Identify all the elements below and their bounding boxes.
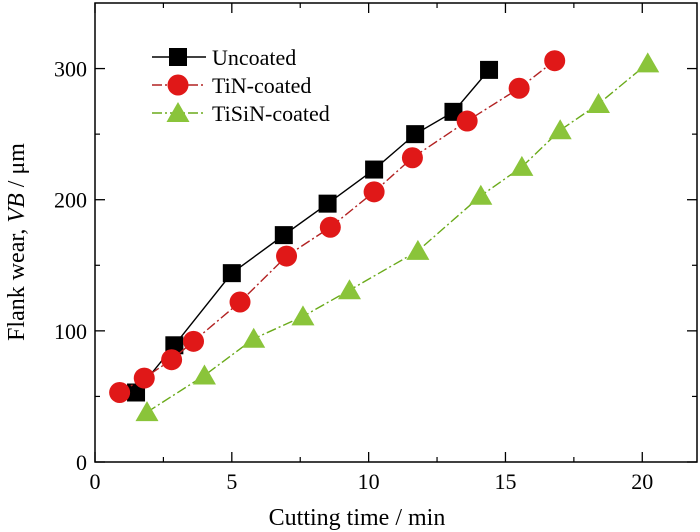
data-point-tin-coated — [401, 147, 423, 169]
data-point-uncoated — [480, 60, 499, 79]
x-axis-label: Cutting time / min — [269, 505, 446, 531]
data-point-tisin-coated — [337, 279, 361, 300]
data-point-tin-coated — [508, 77, 530, 99]
series-layer — [109, 50, 660, 422]
y-tick-label: 300 — [54, 57, 87, 82]
data-point-uncoated — [406, 125, 425, 144]
data-point-uncoated — [127, 383, 146, 402]
legend-marker — [169, 48, 187, 66]
y-axis-label: Flank wear, VB / μm — [4, 143, 30, 341]
y-tick-label: 0 — [76, 450, 87, 475]
data-point-tin-coated — [133, 367, 155, 389]
y-tick-label: 200 — [54, 188, 87, 213]
legend-label: TiSiN-coated — [212, 101, 330, 126]
x-tick-label: 15 — [494, 469, 516, 494]
data-point-tisin-coated — [406, 239, 430, 260]
legend-item-tisin-coated: TiSiN-coated — [152, 101, 330, 126]
data-point-uncoated — [222, 264, 241, 283]
data-point-tin-coated — [161, 349, 183, 371]
data-point-tin-coated — [544, 50, 566, 72]
plot-frame — [94, 2, 698, 463]
data-point-uncoated — [274, 226, 293, 245]
series-tin-coated — [109, 50, 566, 403]
x-tick-label: 10 — [358, 469, 380, 494]
y-axis-label-suffix: / μm — [4, 143, 30, 194]
legend-label: Uncoated — [212, 45, 296, 70]
data-point-tisin-coated — [548, 119, 572, 140]
data-point-tisin-coated — [291, 305, 315, 326]
data-point-uncoated — [318, 194, 337, 213]
plot-border — [94, 2, 698, 463]
data-point-uncoated — [365, 160, 384, 179]
series-tisin-coated — [135, 52, 660, 422]
y-axis-label-italic: VB — [4, 193, 30, 223]
data-point-tin-coated — [229, 291, 251, 313]
data-point-tin-coated — [319, 216, 341, 238]
x-tick-label: 0 — [90, 469, 101, 494]
legend: Uncoated TiN-coated TiSiN-coated — [152, 45, 330, 126]
legend-label: TiN-coated — [212, 73, 311, 98]
data-point-tin-coated — [363, 181, 385, 203]
data-point-tisin-coated — [135, 401, 159, 422]
data-point-tin-coated — [183, 330, 205, 352]
data-point-tisin-coated — [586, 92, 610, 113]
data-point-tisin-coated — [469, 184, 493, 205]
data-point-tisin-coated — [192, 364, 216, 385]
data-point-tin-coated — [456, 110, 478, 132]
legend-item-uncoated: Uncoated — [152, 45, 296, 70]
data-point-tin-coated — [109, 381, 131, 403]
data-point-tisin-coated — [510, 155, 534, 176]
data-point-tin-coated — [276, 245, 298, 267]
legend-item-tin-coated: TiN-coated — [152, 73, 311, 98]
y-tick-label: 100 — [54, 319, 87, 344]
data-point-tisin-coated — [636, 52, 660, 73]
legend-marker — [166, 102, 190, 122]
x-tick-label: 5 — [226, 469, 237, 494]
series-line-tisin-coated — [146, 62, 649, 413]
x-tick-label: 20 — [631, 469, 653, 494]
legend-marker — [167, 74, 189, 96]
y-axis-label-prefix: Flank wear, — [4, 223, 30, 341]
data-point-tisin-coated — [242, 327, 266, 348]
